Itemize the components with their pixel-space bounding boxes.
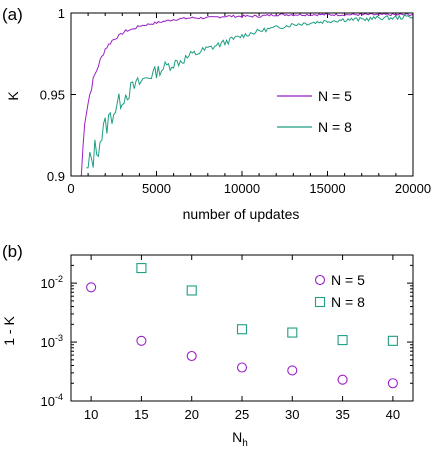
b-xtick-label: 25 — [235, 407, 249, 422]
b-ytick-label: 10-3 — [41, 333, 63, 350]
a-series-line-n8 — [86, 14, 414, 169]
panel-b-ylabel: 1 - K — [1, 316, 17, 346]
panel-a-label: (a) — [2, 5, 23, 24]
b-point-n5 — [186, 350, 197, 362]
b-xtick-label: 20 — [184, 407, 198, 422]
b-point-n8 — [287, 327, 298, 338]
a-xtick-label: 10000 — [224, 181, 260, 196]
panel-b-xlabel: Nh — [232, 429, 248, 449]
panel-b-label: (b) — [2, 242, 23, 261]
legend-b-n5-label: N = 5 — [331, 272, 365, 288]
a-xtick-label: 0 — [67, 181, 74, 196]
a-xtick-label: 20000 — [395, 181, 431, 196]
b-point-n8 — [136, 263, 147, 274]
a-series-line-n5 — [80, 12, 414, 177]
a-ytick-label: 0.9 — [47, 169, 65, 184]
legend-b-n8-label: N = 8 — [331, 294, 365, 310]
legend-a-n5-label: N = 5 — [318, 88, 352, 104]
b-xtick-label: 15 — [134, 407, 148, 422]
panel-a-legend: N = 5 N = 8 — [277, 88, 352, 135]
panel-a: (a) K number of updates 0 5000 10000 15000 2… — [2, 5, 431, 222]
b-ytick-label: 10-4 — [41, 392, 63, 409]
panel-a-axes: 0 5000 10000 15000 20000 0.9 0.95 1 — [40, 6, 431, 196]
b-point-n5 — [136, 335, 147, 346]
a-ytick-label: 1 — [58, 6, 65, 21]
panel-b: (b) 1 - K Nh 10 15 20 25 30 35 4010-410-310-2 … — [1, 242, 414, 449]
b-point-n8 — [337, 335, 348, 346]
b-ytick-label: 10-2 — [41, 274, 63, 291]
b-point-n5 — [387, 378, 398, 389]
a-xtick-label: 5000 — [142, 181, 171, 196]
b-point-n8 — [186, 285, 197, 296]
panel-b-xlabel-sub: h — [242, 438, 248, 449]
b-point-n5 — [287, 365, 298, 376]
b-xtick-label: 35 — [335, 407, 349, 422]
legend-a-n8-label: N = 8 — [318, 119, 352, 135]
b-xtick-label: 30 — [285, 407, 299, 422]
panel-b-frame — [70, 254, 414, 402]
panel-a-frame — [70, 12, 414, 177]
b-point-n8 — [387, 335, 398, 346]
panel-b-xlabel-main: N — [232, 429, 242, 445]
b-xtick-label: 40 — [386, 407, 400, 422]
b-point-n5 — [236, 362, 248, 373]
panel-a-ylabel: K — [5, 91, 21, 101]
legend-b-n8-marker — [314, 296, 326, 308]
b-point-n5 — [337, 374, 348, 385]
a-ytick-label: 0.95 — [40, 88, 65, 103]
b-xtick-label: 10 — [84, 407, 98, 422]
panel-a-xlabel: number of updates — [183, 206, 300, 222]
legend-b-n5-marker — [314, 274, 326, 286]
panel-b-series — [86, 263, 398, 389]
b-point-n5 — [86, 282, 97, 293]
panel-b-legend: N = 5 N = 8 — [314, 272, 365, 310]
b-point-n8 — [236, 324, 248, 335]
panel-a-series — [80, 12, 414, 177]
a-xtick-label: 15000 — [309, 181, 345, 196]
